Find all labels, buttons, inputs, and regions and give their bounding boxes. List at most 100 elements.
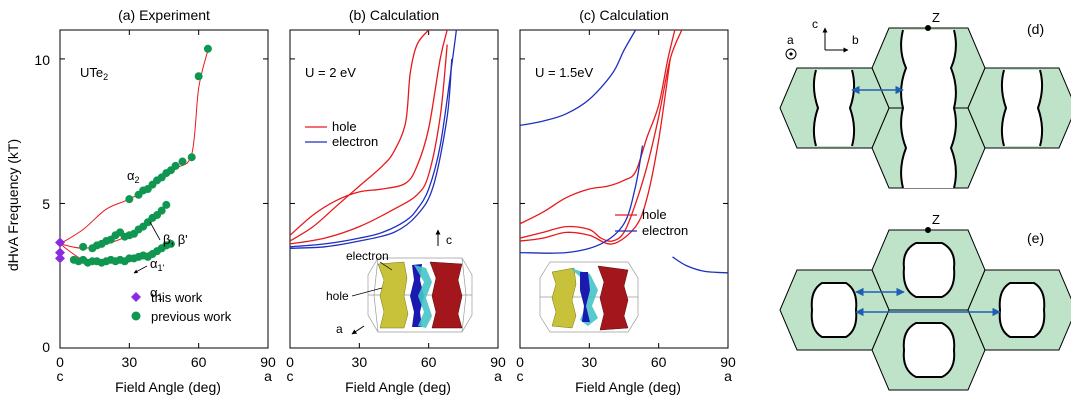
legend-c-hole-label: hole [642, 207, 667, 222]
fs-electron-label: electron [346, 249, 389, 263]
panel-d-label: (d) [1027, 21, 1044, 37]
x-end-label-c-c: c [517, 368, 524, 384]
x-end-label-c-a: c [57, 368, 64, 384]
fs-axis-a-label: a [336, 322, 343, 336]
fs-pocket-e-bottom [902, 322, 956, 378]
panel-b-title: (b) Calculation [349, 7, 439, 23]
alpha1-prime-label: α1' [150, 256, 165, 273]
x-axis-title-b: Field Angle (deg) [345, 379, 451, 395]
hole-sheet-red-c [597, 265, 629, 331]
hole-sheet-red [429, 261, 463, 329]
panel-a-frame [59, 29, 269, 349]
axis-a-out-of-plane-dot [789, 52, 793, 56]
fs-edge-d-5 [1000, 69, 1008, 147]
fs-pocket-e-right [998, 282, 1046, 338]
previous-work-point-53 [203, 44, 212, 53]
y-tick-label-10: 10 [34, 52, 50, 68]
legend-b-hole-label: hole [332, 119, 357, 134]
panel-c-title: (c) Calculation [579, 7, 668, 23]
panel-d-diagram: (d) Z c b a [779, 10, 1071, 189]
previous-work-point-39 [162, 200, 171, 209]
fs-hole-pointer [351, 287, 383, 297]
alpha1-label: α1 [150, 285, 163, 302]
fermi-surface-inset-b: electron hole c a [326, 229, 473, 336]
x-tick-label-a-0: 0 [56, 354, 64, 370]
x-end-label-a-b: a [494, 368, 502, 384]
marker-layer [55, 44, 212, 267]
z-label-e: Z [932, 212, 940, 227]
previous-work-point-50 [178, 157, 187, 166]
panel-c-electron-curve-4 [520, 145, 644, 254]
legend-this-work-label: this work [151, 290, 203, 305]
panel-e-label: (e) [1027, 230, 1044, 246]
x-end-label-c-b: c [287, 368, 294, 384]
panel-c-frame [519, 29, 729, 349]
z-point-d [925, 25, 931, 31]
beta-pointer [149, 221, 161, 241]
previous-work-point-40 [125, 195, 134, 204]
x-tick-label-a-60: 60 [191, 354, 207, 370]
fs-gap-d-right [1001, 70, 1043, 146]
legend-previous-work-label: previous work [151, 309, 232, 324]
z-label-d: Z [932, 10, 940, 25]
fs-edge-d-6 [1036, 69, 1044, 147]
alpha2-label: α2 [127, 168, 140, 185]
bz-wireframe-b [367, 257, 473, 333]
legend-c-electron-label: electron [642, 223, 688, 238]
fs-axis-c-label: c [446, 233, 452, 247]
legend-previous-work-marker [131, 311, 141, 321]
fs-pocket-e-left [810, 282, 858, 338]
panel-a-title: (a) Experiment [118, 7, 210, 23]
this-work-point-0 [55, 237, 65, 248]
fs-edge-d-3 [812, 69, 820, 147]
x-tick-label-b-90: 90 [490, 354, 506, 370]
axis-b-label-d: b [852, 33, 859, 47]
fs-edge-d-4 [848, 69, 856, 147]
fs-axis-a-arrow [351, 325, 365, 335]
x-tick-label-a-30: 30 [122, 354, 138, 370]
x-end-label-a-a: a [264, 368, 272, 384]
panel-b-electron-curve-3 [290, 30, 458, 248]
x-tick-marks [59, 30, 729, 349]
panel-c-hole-curve-1 [520, 30, 683, 242]
x-axis-title-a: Field Angle (deg) [115, 379, 221, 395]
x-tick-label-b-60: 60 [421, 354, 437, 370]
x-tick-label-b-0: 0 [286, 354, 294, 370]
axis-c-label-d: c [812, 17, 818, 31]
fs-pocket-e-top [902, 242, 956, 298]
fs-gap-d-bottom [901, 108, 956, 188]
fs-hole-label: hole [326, 289, 349, 303]
panel-c-hole-curve-0 [520, 30, 676, 225]
panel-frames [59, 29, 729, 349]
previous-work-point-52 [194, 72, 203, 81]
panel-b-hole-curve-1 [290, 30, 430, 242]
y-tick-label-5: 5 [42, 196, 50, 212]
electron-sheet-cyan [414, 265, 432, 328]
previous-work-point-49 [171, 161, 180, 170]
fs-gap-d-left [813, 70, 855, 146]
panel-b-u-label: U = 2 eV [305, 65, 356, 80]
beta-label: β, β' [163, 232, 188, 247]
legend-this-work-marker [131, 292, 141, 302]
legend-b-electron-label: electron [332, 134, 378, 149]
hole-sheet-yellow-c [551, 267, 577, 329]
panel-b-hole-curve-0 [290, 30, 448, 236]
x-tick-label-a-90: 90 [260, 354, 276, 370]
electron-sheet-blue-c [580, 272, 590, 322]
compound-label: UTe2 [80, 65, 108, 82]
axis-a-out-of-plane-icon [785, 48, 797, 60]
x-tick-label-c-60: 60 [651, 354, 667, 370]
panel-b-electron-curve-4 [290, 58, 453, 249]
panel-c-hole-curve-2 [520, 58, 671, 245]
z-point-e [925, 227, 931, 233]
fs-gap-d-top [901, 30, 956, 108]
panel-c-electron-curve-3 [520, 30, 637, 127]
fs-edge-d-2 [949, 29, 957, 189]
x-tick-labels: 0 30 60 90c a0 30 60 90c a0 30 60 90c a [56, 354, 736, 384]
fs-edge-d-1 [900, 29, 908, 189]
previous-work-point-38 [157, 206, 166, 215]
previous-work-point-51 [187, 153, 196, 162]
x-tick-label-c-90: 90 [720, 354, 736, 370]
panel-e-diagram: (e) Z [779, 212, 1071, 391]
